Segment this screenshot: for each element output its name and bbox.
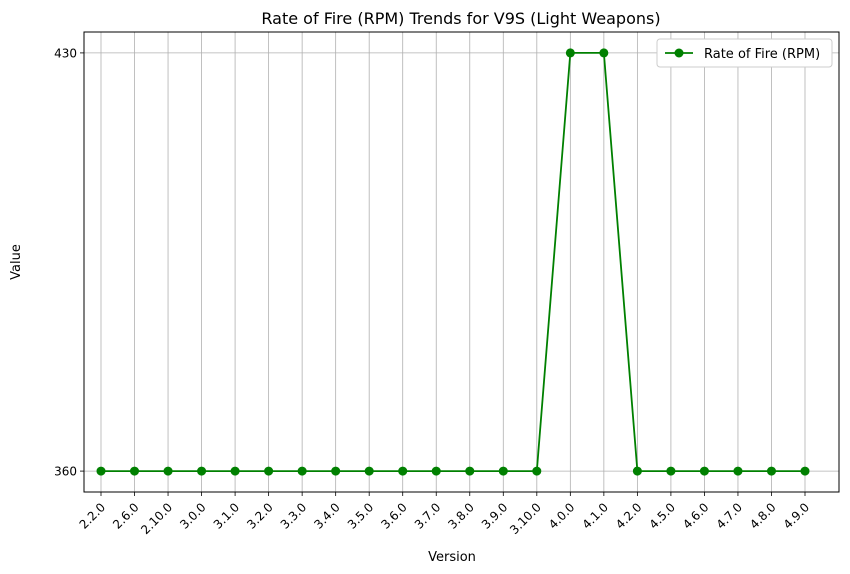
- data-point: [398, 466, 408, 476]
- x-tick-label: 3.7.0: [412, 500, 443, 531]
- chart-title: Rate of Fire (RPM) Trends for V9S (Light…: [261, 9, 660, 28]
- data-point: [632, 466, 642, 476]
- x-tick-label: 3.3.0: [278, 500, 309, 531]
- data-point: [431, 466, 441, 476]
- data-point: [565, 48, 575, 58]
- data-point: [599, 48, 609, 58]
- data-point: [264, 466, 274, 476]
- y-tick-label: 360: [54, 465, 77, 479]
- legend-label: Rate of Fire (RPM): [704, 47, 820, 62]
- data-point: [498, 466, 508, 476]
- data-point: [297, 466, 307, 476]
- legend-marker-swatch: [674, 48, 684, 58]
- legend-frame: [656, 38, 833, 68]
- x-tick-label: 4.5.0: [647, 500, 678, 531]
- x-tick-label: 3.6.0: [378, 500, 409, 531]
- x-tick-label: 4.6.0: [680, 500, 711, 531]
- data-point: [163, 466, 173, 476]
- x-tick-label: 2.6.0: [110, 500, 141, 531]
- x-tick-label: 4.9.0: [781, 500, 812, 531]
- data-point: [766, 466, 776, 476]
- data-point: [197, 466, 207, 476]
- x-tick-label: 4.1.0: [579, 500, 610, 531]
- data-point: [666, 466, 676, 476]
- data-point: [465, 466, 475, 476]
- data-point: [130, 466, 140, 476]
- x-tick-label: 3.1.0: [211, 500, 242, 531]
- data-point: [800, 466, 810, 476]
- data-point: [331, 466, 341, 476]
- legend: Rate of Fire (RPM): [656, 38, 833, 68]
- x-tick-label: 3.5.0: [345, 500, 376, 531]
- data-point: [96, 466, 106, 476]
- x-tick-label: 3.0.0: [177, 500, 208, 531]
- x-tick-label: 3.2.0: [244, 500, 275, 531]
- plot-background: [84, 32, 839, 492]
- y-tick-label: 430: [54, 46, 77, 60]
- x-tick-label: 4.2.0: [613, 500, 644, 531]
- x-tick-label: 3.9.0: [479, 500, 510, 531]
- x-tick-label: 2.10.0: [138, 500, 175, 537]
- data-point: [699, 466, 709, 476]
- data-point: [532, 466, 542, 476]
- x-axis-label: Version: [428, 550, 476, 565]
- x-axis-ticks: 2.2.0 2.6.02.10.0 3.0.0 3.1.0 3.2.0 3.3.0 3.4.…: [77, 492, 812, 537]
- data-point: [733, 466, 743, 476]
- series-layer: [96, 48, 810, 476]
- data-point: [230, 466, 240, 476]
- x-tick-label: 3.4.0: [311, 500, 342, 531]
- x-tick-label: 3.8.0: [445, 500, 476, 531]
- y-axis-label: Value: [9, 244, 24, 280]
- x-tick-label: 4.8.0: [747, 500, 778, 531]
- y-axis-ticks: 360 430: [54, 46, 84, 479]
- series-line: [101, 52, 805, 472]
- x-tick-label: 4.0.0: [546, 500, 577, 531]
- x-tick-label: 3.10.0: [507, 500, 544, 537]
- data-point: [364, 466, 374, 476]
- x-tick-label: 4.7.0: [714, 500, 745, 531]
- plot-frame: [83, 31, 840, 493]
- x-tick-label: 2.2.0: [77, 500, 108, 531]
